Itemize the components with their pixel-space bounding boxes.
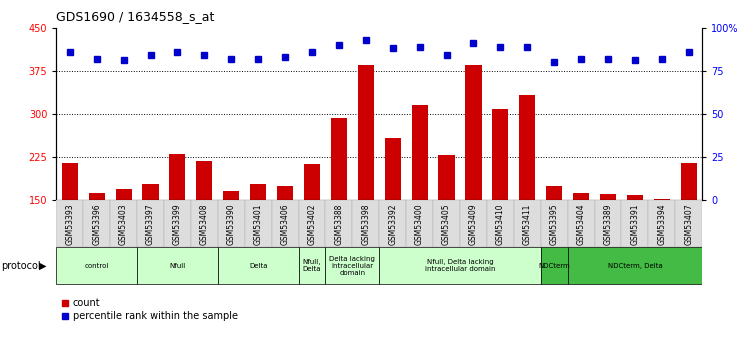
Text: protocol: protocol [1,261,41,270]
Bar [223,191,240,200]
Text: GSM53397: GSM53397 [146,204,155,245]
Bar [191,200,218,247]
Bar [56,200,83,247]
Text: GSM53389: GSM53389 [604,204,613,245]
Bar [357,65,374,200]
Bar [600,194,616,200]
Bar [218,200,245,247]
Bar [439,155,454,200]
Bar [304,164,320,200]
Bar [116,189,131,200]
Bar [352,200,379,247]
Bar [595,200,622,247]
Bar [568,200,595,247]
Bar [433,200,460,247]
Bar [110,200,137,247]
Bar [330,118,347,200]
Text: Nfull: Nfull [169,263,185,269]
Bar [648,200,675,247]
Bar [385,138,401,200]
Bar [379,200,406,247]
Bar [406,200,433,247]
Text: GSM53395: GSM53395 [550,204,559,245]
Bar [519,95,535,200]
Bar [56,247,137,284]
Text: Nfull,
Delta: Nfull, Delta [303,259,321,272]
Bar [514,200,541,247]
Bar [196,161,213,200]
Bar [487,200,514,247]
Text: GSM53392: GSM53392 [388,204,397,245]
Text: GSM53388: GSM53388 [334,204,343,245]
Bar [62,163,78,200]
Bar [143,184,158,200]
Text: GSM53406: GSM53406 [281,204,290,245]
Text: GSM53403: GSM53403 [119,204,128,245]
Bar [680,163,697,200]
Text: GSM53402: GSM53402 [307,204,316,245]
Bar [170,154,185,200]
Text: GSM53411: GSM53411 [523,204,532,245]
Text: GSM53408: GSM53408 [200,204,209,245]
Bar [573,193,589,200]
Text: GSM53399: GSM53399 [173,204,182,245]
Bar [653,199,670,200]
Text: GSM53404: GSM53404 [577,204,586,245]
Text: GSM53393: GSM53393 [65,204,74,245]
Bar [245,200,272,247]
Bar [299,247,325,284]
Bar [568,247,702,284]
Bar [250,184,266,200]
Bar [379,247,541,284]
Bar [675,200,702,247]
Bar [299,200,325,247]
Bar [412,105,428,200]
Legend: count, percentile rank within the sample: count, percentile rank within the sample [61,298,238,321]
Bar [83,200,110,247]
Text: GSM53409: GSM53409 [469,204,478,245]
Bar [164,200,191,247]
Bar [541,247,568,284]
Text: GSM53400: GSM53400 [415,204,424,245]
Bar [546,186,562,200]
Bar [137,200,164,247]
Text: control: control [85,263,109,269]
Text: NDCterm: NDCterm [538,263,570,269]
Bar [137,247,218,284]
Text: Delta lacking
intracellular
domain: Delta lacking intracellular domain [330,256,376,276]
Text: GSM53405: GSM53405 [442,204,451,245]
Text: GSM53391: GSM53391 [630,204,639,245]
Text: GSM53398: GSM53398 [361,204,370,245]
Bar [325,200,352,247]
Bar [272,200,299,247]
Text: Nfull, Delta lacking
intracellular domain: Nfull, Delta lacking intracellular domai… [425,259,495,272]
Text: Delta: Delta [249,263,267,269]
Text: GDS1690 / 1634558_s_at: GDS1690 / 1634558_s_at [56,10,215,23]
Text: NDCterm, Delta: NDCterm, Delta [608,263,662,269]
Bar [89,193,105,200]
Text: ▶: ▶ [39,261,47,270]
Text: GSM53410: GSM53410 [496,204,505,245]
Text: GSM53401: GSM53401 [254,204,263,245]
Bar [466,65,481,200]
Bar [493,109,508,200]
Text: GSM53407: GSM53407 [684,204,693,245]
Bar [218,247,299,284]
Bar [622,200,648,247]
Text: GSM53390: GSM53390 [227,204,236,245]
Bar [325,247,379,284]
Text: GSM53396: GSM53396 [92,204,101,245]
Bar [541,200,568,247]
Bar [277,186,293,200]
Bar [460,200,487,247]
Text: GSM53394: GSM53394 [657,204,666,245]
Bar [627,196,643,200]
